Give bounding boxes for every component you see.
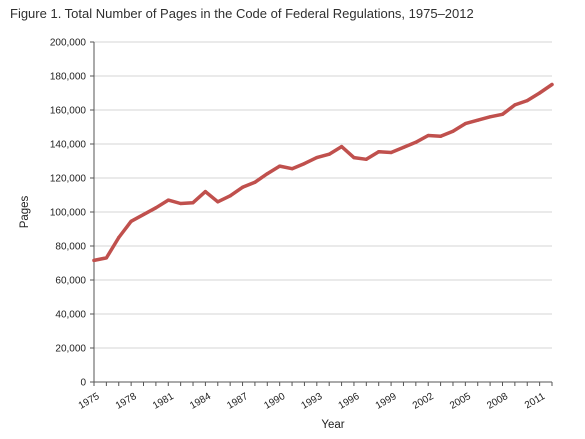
y-tick-label: 20,000 <box>55 344 86 355</box>
data-point <box>166 198 170 202</box>
x-tick-label: 1978 <box>114 391 139 412</box>
data-point <box>364 157 368 161</box>
x-tick-label: 2005 <box>448 391 473 412</box>
data-point <box>154 206 158 210</box>
data-point <box>352 156 356 160</box>
data-point <box>216 200 220 204</box>
y-axis-title: Pages <box>19 195 31 228</box>
y-tick-label: 160,000 <box>50 106 87 117</box>
data-point <box>389 150 393 155</box>
x-axis-title: Year <box>321 419 344 431</box>
x-tick-label: 2008 <box>485 391 510 412</box>
y-tick-label: 140,000 <box>50 140 87 151</box>
x-tick-label: 2002 <box>411 391 436 412</box>
axes <box>90 41 553 386</box>
data-point <box>538 91 542 95</box>
data-point <box>488 115 492 119</box>
y-tick-label: 100,000 <box>50 208 87 219</box>
data-point <box>500 112 505 116</box>
x-tick-label: 1999 <box>374 391 399 412</box>
data-point <box>377 150 381 154</box>
y-tick-label: 200,000 <box>50 38 87 49</box>
x-tick-label: 1981 <box>151 391 176 412</box>
data-point <box>290 167 294 171</box>
data-point <box>476 118 480 122</box>
data-point <box>228 194 232 198</box>
gridlines <box>94 41 552 349</box>
data-point <box>203 190 208 194</box>
x-tick-label: 1984 <box>188 391 213 412</box>
y-tick-label: 80,000 <box>55 242 86 253</box>
data-point <box>253 180 257 184</box>
data-point <box>240 185 245 189</box>
x-tick-label: 1993 <box>300 391 325 412</box>
x-tick-label: 1975 <box>77 391 102 412</box>
x-tick-label: 2011 <box>523 391 548 411</box>
data-point <box>117 235 121 240</box>
series-layer <box>92 82 554 263</box>
x-tick-labels: 1975 1978 1981 1984 1987 1990 1993 1996 1999 2002… <box>77 391 548 412</box>
data-point <box>179 201 183 206</box>
data-point <box>104 256 108 260</box>
series-line <box>92 82 554 263</box>
data-point <box>141 212 146 217</box>
x-tick-label: 1987 <box>225 391 250 412</box>
data-point <box>339 144 344 149</box>
data-point <box>315 156 319 160</box>
data-point <box>265 172 269 176</box>
chart-title: Figure 1. Total Number of Pages in the C… <box>10 6 474 21</box>
data-point <box>302 161 307 166</box>
data-point <box>278 164 282 168</box>
data-point <box>513 103 517 107</box>
data-point <box>463 122 467 126</box>
data-point <box>414 140 418 144</box>
y-tick-label: 120,000 <box>50 174 87 185</box>
x-tick-label: 1996 <box>337 391 362 412</box>
data-point <box>191 201 195 205</box>
data-point <box>550 82 554 87</box>
x-tick-label: 1990 <box>262 391 287 412</box>
y-tick-label: 180,000 <box>50 72 87 83</box>
y-tick-labels: 0 20,000 40,000 60,000 80,000 100,000 120,000 1… <box>50 38 87 389</box>
y-tick-label: 0 <box>80 378 86 389</box>
data-point <box>426 133 430 138</box>
data-point <box>327 152 331 156</box>
data-point <box>92 258 96 263</box>
y-tick-label: 40,000 <box>55 310 86 321</box>
data-point <box>401 145 406 149</box>
data-point <box>129 219 133 223</box>
y-tick-label: 60,000 <box>55 276 86 287</box>
data-point <box>438 134 443 138</box>
data-point <box>525 99 529 103</box>
data-point <box>451 129 455 133</box>
